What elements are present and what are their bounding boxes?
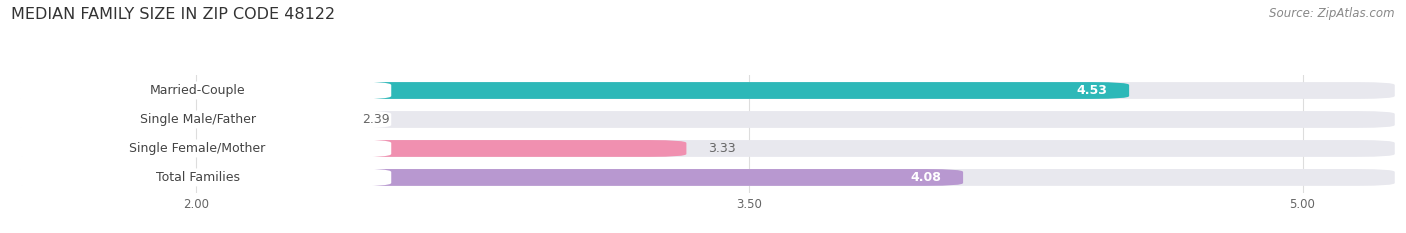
FancyBboxPatch shape: [4, 82, 391, 99]
FancyBboxPatch shape: [4, 140, 391, 158]
Text: 2.39: 2.39: [361, 113, 389, 126]
Text: Single Male/Father: Single Male/Father: [139, 113, 256, 126]
FancyBboxPatch shape: [11, 169, 963, 186]
FancyBboxPatch shape: [11, 169, 1395, 186]
FancyBboxPatch shape: [11, 111, 1395, 128]
FancyBboxPatch shape: [11, 140, 686, 157]
Text: Married-Couple: Married-Couple: [150, 84, 246, 97]
Text: 4.08: 4.08: [910, 171, 941, 184]
FancyBboxPatch shape: [11, 140, 1395, 157]
FancyBboxPatch shape: [11, 82, 1395, 99]
Text: 4.53: 4.53: [1076, 84, 1107, 97]
Text: Total Families: Total Families: [156, 171, 239, 184]
Text: 3.33: 3.33: [709, 142, 737, 155]
Text: MEDIAN FAMILY SIZE IN ZIP CODE 48122: MEDIAN FAMILY SIZE IN ZIP CODE 48122: [11, 7, 336, 22]
FancyBboxPatch shape: [4, 168, 391, 186]
FancyBboxPatch shape: [11, 82, 1129, 99]
Text: Source: ZipAtlas.com: Source: ZipAtlas.com: [1270, 7, 1395, 20]
Text: Single Female/Mother: Single Female/Mother: [129, 142, 266, 155]
FancyBboxPatch shape: [11, 111, 340, 128]
FancyBboxPatch shape: [4, 110, 391, 128]
